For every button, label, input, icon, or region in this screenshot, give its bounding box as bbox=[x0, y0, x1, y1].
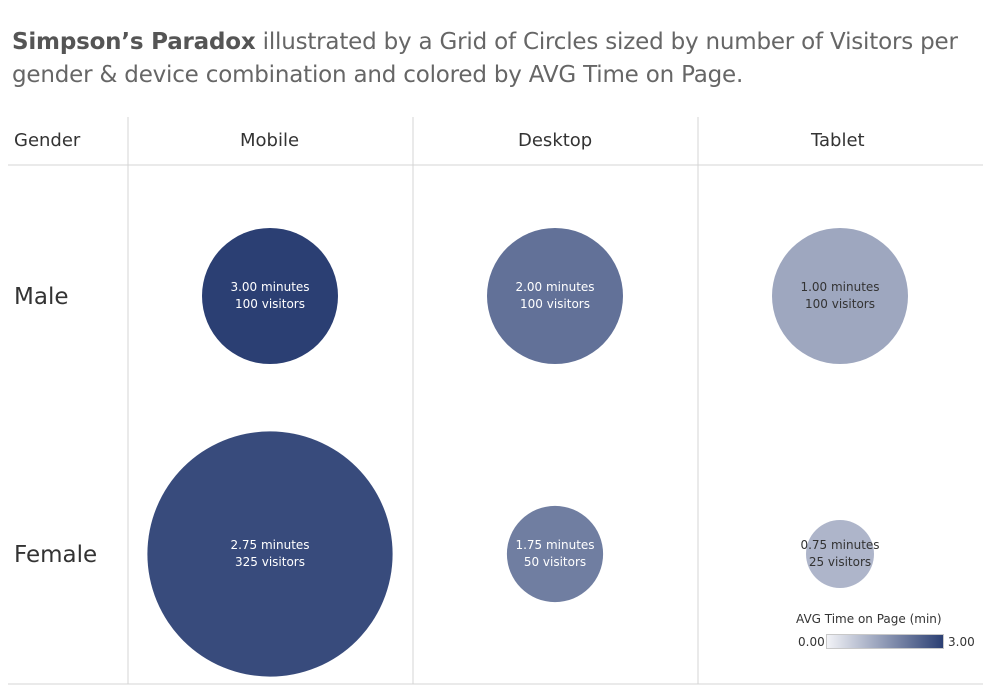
data-label-minutes: 0.75 minutes bbox=[800, 538, 879, 552]
color-legend: AVG Time on Page (min) 0.00 3.00 bbox=[796, 612, 986, 656]
row-label-female: Female bbox=[14, 542, 98, 568]
data-circle-male-mobile bbox=[202, 228, 338, 364]
data-label-visitors: 100 visitors bbox=[805, 297, 875, 311]
data-label-visitors: 100 visitors bbox=[520, 297, 590, 311]
data-label-visitors: 325 visitors bbox=[235, 555, 305, 569]
legend-max-label: 3.00 bbox=[948, 635, 975, 649]
data-circle-female-tablet bbox=[806, 520, 874, 588]
chart-title-rest: illustrated by a Grid of Circles sized b… bbox=[12, 29, 958, 88]
data-label-minutes: 1.75 minutes bbox=[515, 538, 594, 552]
column-header-tablet: Tablet bbox=[811, 130, 865, 151]
data-label-minutes: 3.00 minutes bbox=[230, 280, 309, 294]
data-circle-female-desktop bbox=[506, 505, 604, 603]
data-circle-female-mobile bbox=[147, 431, 393, 677]
legend-color-ramp bbox=[826, 634, 944, 649]
data-label-minutes: 2.00 minutes bbox=[515, 280, 594, 294]
row-label-male: Male bbox=[14, 284, 69, 310]
data-label-visitors: 100 visitors bbox=[235, 297, 305, 311]
legend-title: AVG Time on Page (min) bbox=[796, 612, 942, 626]
chart-title-bold: Simpson’s Paradox bbox=[12, 29, 256, 55]
column-header-mobile: Mobile bbox=[240, 130, 300, 151]
data-label-visitors: 50 visitors bbox=[524, 555, 586, 569]
chart-title: Simpson’s Paradox illustrated by a Grid … bbox=[12, 26, 972, 92]
data-circle-male-desktop bbox=[487, 228, 623, 364]
data-label-minutes: 1.00 minutes bbox=[800, 280, 879, 294]
data-circle-male-tablet bbox=[772, 228, 908, 364]
column-header-gender: Gender bbox=[14, 130, 81, 151]
legend-min-label: 0.00 bbox=[798, 635, 825, 649]
data-label-minutes: 2.75 minutes bbox=[230, 538, 309, 552]
column-header-desktop: Desktop bbox=[518, 130, 593, 151]
data-label-visitors: 25 visitors bbox=[809, 555, 871, 569]
